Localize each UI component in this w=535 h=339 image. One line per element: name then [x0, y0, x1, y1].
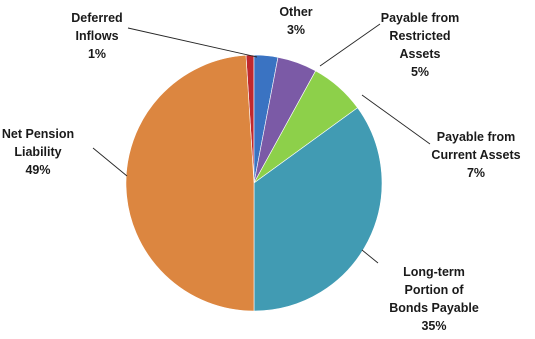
slice-name-line: Long-term	[403, 265, 465, 279]
slice-label-payable-from-restricted-assets: Payable from Restricted Assets 5%	[381, 11, 460, 79]
pie-slice-long-term-portion-of-bonds-payable	[253, 107, 383, 312]
slice-label-other: Other 3%	[279, 5, 312, 37]
slice-label-payable-from-current-assets: Payable from Current Assets 7%	[431, 130, 520, 180]
leader-lines	[92, 23, 431, 264]
slice-name-line: Inflows	[75, 29, 118, 43]
leader-line-payable-from-restricted-assets	[319, 23, 381, 67]
slice-name-line: Assets	[400, 47, 441, 61]
slice-percent: 1%	[88, 47, 106, 61]
slice-percent: 35%	[421, 319, 446, 333]
leader-line-long-term-portion-of-bonds-payable	[361, 249, 379, 264]
slice-name-line: Current Assets	[431, 148, 520, 162]
slice-name-line: Liability	[14, 145, 61, 159]
pie-slice-net-pension-liability	[125, 54, 255, 312]
slice-name-line: Bonds Payable	[389, 301, 479, 315]
slice-name-line: Deferred	[71, 11, 122, 25]
pie-slices	[125, 54, 383, 312]
leader-line-payable-from-current-assets	[361, 94, 431, 145]
slice-name-line: Payable from	[437, 130, 516, 144]
slice-labels: Deferred Inflows 1% Other 3% Payable from Rest…	[2, 5, 521, 333]
slice-name-line: Portion of	[404, 283, 464, 297]
slice-percent: 7%	[467, 166, 485, 180]
leader-line-deferred-inflows	[127, 27, 258, 58]
leader-line-net-pension-liability	[92, 147, 128, 177]
slice-percent: 3%	[287, 23, 305, 37]
slice-label-net-pension-liability: Net Pension Liability 49%	[2, 127, 74, 177]
slice-label-long-term-portion-of-bonds-payable: Long-term Portion of Bonds Payable 35%	[389, 265, 479, 333]
slice-name-line: Payable from	[381, 11, 460, 25]
slice-name-line: Net Pension	[2, 127, 74, 141]
slice-name-line: Other	[279, 5, 312, 19]
slice-percent: 5%	[411, 65, 429, 79]
slice-label-deferred-inflows: Deferred Inflows 1%	[71, 11, 122, 61]
slice-percent: 49%	[25, 163, 50, 177]
slice-name-line: Restricted	[389, 29, 450, 43]
